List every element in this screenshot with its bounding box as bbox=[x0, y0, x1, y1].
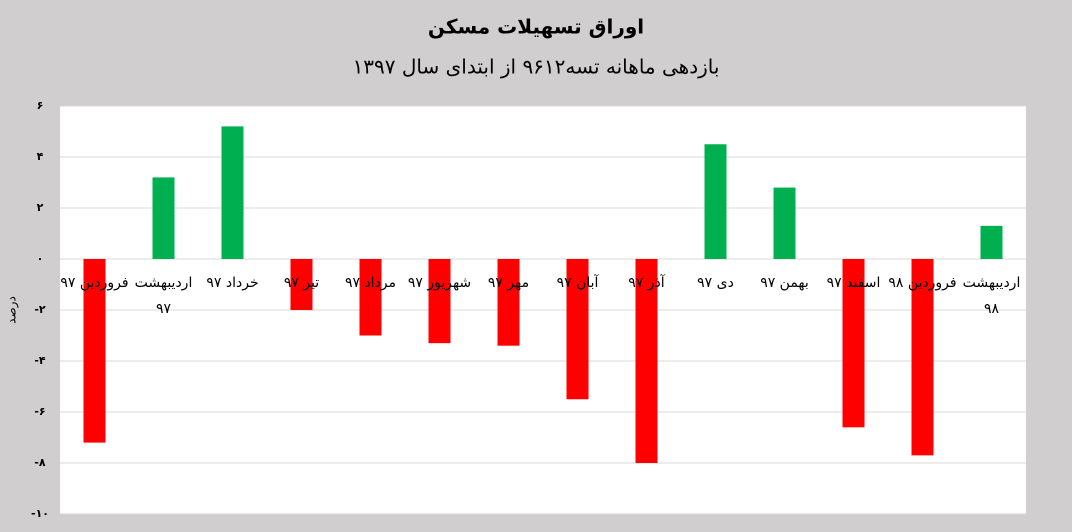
x-tick-label: آبان ۹۷ bbox=[556, 275, 599, 291]
y-tick-label: ۲ bbox=[37, 201, 44, 214]
x-tick-label: مرداد ۹۷ bbox=[344, 275, 397, 291]
bar bbox=[152, 177, 175, 259]
x-tick-label: دی ۹۷ bbox=[697, 275, 734, 291]
x-tick-label: اردیبهشت ۹۸ bbox=[962, 275, 1021, 317]
y-axis-label: درصد bbox=[5, 296, 20, 324]
bar bbox=[980, 225, 1003, 259]
bar bbox=[497, 259, 520, 346]
x-tick-label: شهریور ۹۷ bbox=[407, 275, 472, 291]
y-tick-label: ۴ bbox=[37, 150, 44, 163]
x-tick-label: مهر ۹۷ bbox=[487, 275, 530, 291]
x-tick-label: تیر ۹۷ bbox=[283, 275, 320, 291]
y-tick-label: -۱۰ bbox=[31, 507, 49, 520]
y-tick-label: ۶ bbox=[37, 99, 44, 112]
chart-title: اوراق تسهیلات مسکن bbox=[428, 15, 644, 39]
y-tick-label: -۲ bbox=[34, 303, 46, 316]
x-tick-label: آذر ۹۷ bbox=[628, 275, 665, 291]
bar bbox=[704, 144, 727, 259]
bar bbox=[83, 259, 106, 443]
bar bbox=[428, 259, 451, 344]
x-tick-label: بهمن ۹۷ bbox=[760, 275, 809, 291]
y-tick-label: -۴ bbox=[34, 354, 46, 367]
bar bbox=[842, 259, 865, 428]
x-tick-label: اسفند ۹۷ bbox=[826, 275, 881, 291]
bar bbox=[773, 187, 796, 259]
bar bbox=[221, 126, 244, 260]
bar bbox=[290, 259, 313, 310]
bar bbox=[566, 259, 589, 400]
y-tick-label: -۶ bbox=[34, 405, 45, 418]
bar bbox=[911, 259, 934, 456]
x-tick-label: فروردین ۹۷ bbox=[60, 275, 129, 291]
chart-subtitle: بازدهی ماهانه تسه۹۶۱۲ از ابتدای سال ۱۳۹۷ bbox=[353, 55, 720, 79]
x-tick-label: اردیبهشت ۹۷ bbox=[134, 275, 193, 317]
bar bbox=[635, 259, 658, 463]
x-tick-label: فروردین ۹۸ bbox=[888, 275, 957, 291]
x-tick-label: خرداد ۹۷ bbox=[206, 275, 259, 291]
bar bbox=[359, 259, 382, 336]
y-tick-label: -۸ bbox=[34, 456, 46, 469]
y-tick-label: ۰ bbox=[37, 252, 44, 265]
